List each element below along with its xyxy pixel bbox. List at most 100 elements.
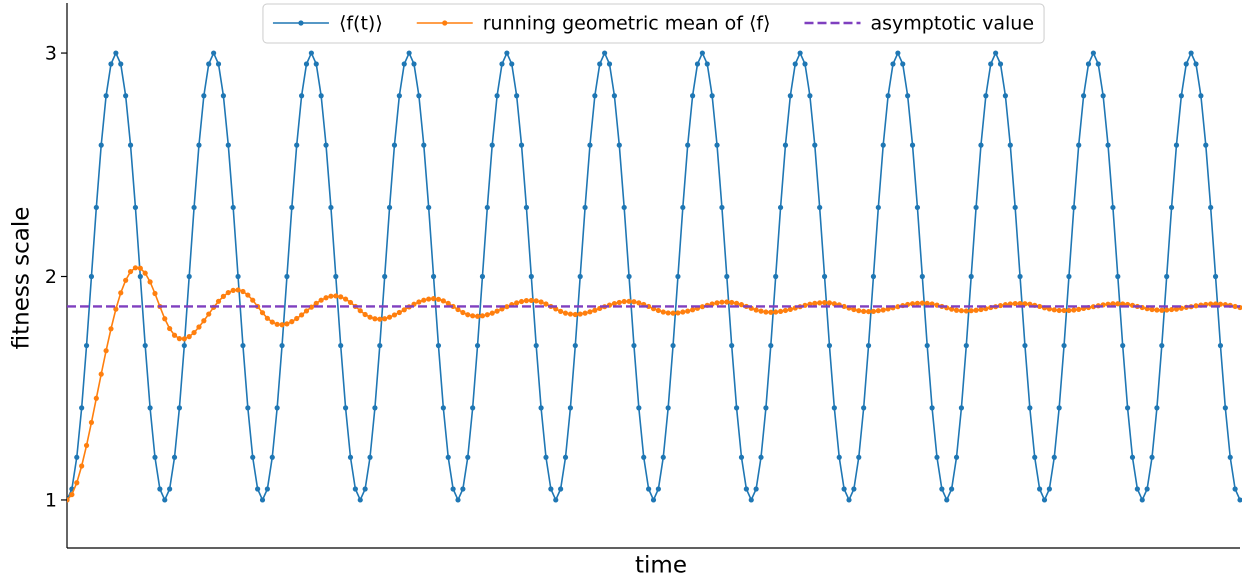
series-point	[963, 308, 969, 314]
series-point	[763, 309, 769, 315]
series-point	[137, 273, 143, 280]
series-point	[235, 287, 241, 293]
series-point	[1203, 142, 1209, 148]
series-point	[67, 497, 70, 503]
series-point	[572, 311, 578, 318]
legend-entry: running geometric mean of ⟨f⟩	[416, 13, 771, 35]
series-point	[176, 405, 183, 411]
series-point	[123, 277, 129, 283]
series-point	[626, 273, 632, 280]
series-point	[113, 306, 119, 312]
series-point	[426, 204, 432, 211]
series-line	[67, 266, 1241, 501]
series-point	[108, 326, 114, 332]
series-point	[1124, 405, 1131, 411]
series-point	[1085, 61, 1092, 67]
series-point	[294, 315, 300, 322]
series-point	[313, 61, 319, 67]
series-point	[357, 308, 363, 314]
series-point	[450, 486, 456, 492]
series-point	[973, 204, 979, 211]
series-point	[362, 486, 368, 492]
series-point	[1017, 300, 1023, 307]
series-point	[1071, 204, 1077, 211]
series-point	[709, 93, 715, 99]
series-point	[127, 268, 134, 275]
series-point	[514, 93, 520, 99]
series-point	[147, 279, 153, 285]
series-point	[1095, 61, 1101, 67]
series-point	[875, 308, 881, 314]
series-point	[142, 270, 148, 276]
series-point	[147, 405, 153, 411]
legend: ⟨f(t)⟩ running geometric mean of ⟨f⟩ asymp…	[262, 3, 1045, 44]
series-point	[191, 329, 197, 336]
series-point	[108, 61, 114, 67]
series-point	[914, 204, 921, 211]
series-point	[1066, 273, 1072, 280]
series-point	[372, 316, 378, 322]
legend-label: asymptotic value	[871, 13, 1035, 35]
series-point	[367, 454, 373, 460]
series-point	[171, 454, 178, 460]
series-point	[181, 336, 187, 342]
series-point	[1154, 405, 1160, 411]
series-point	[176, 336, 183, 342]
series-point	[690, 307, 696, 313]
series-point	[88, 273, 95, 280]
series-point	[152, 454, 158, 460]
series-point	[1183, 61, 1189, 67]
series-point	[758, 454, 764, 460]
series-point	[157, 486, 163, 492]
series-point	[738, 454, 745, 460]
series-point	[660, 454, 666, 460]
series-point	[1168, 204, 1175, 211]
series-point	[1232, 303, 1238, 310]
series-point	[738, 302, 745, 308]
series-point	[303, 61, 310, 67]
series-point	[1081, 93, 1087, 99]
series-point	[518, 142, 525, 148]
series-point	[1012, 204, 1018, 211]
series-point	[289, 204, 295, 211]
series-point	[201, 318, 207, 324]
series-point	[259, 497, 266, 503]
series-point	[729, 299, 735, 306]
series-point	[768, 342, 774, 349]
series-point	[250, 297, 256, 303]
series-point	[255, 486, 261, 492]
series-point	[817, 300, 823, 306]
series-point	[724, 273, 730, 280]
series-point	[1002, 93, 1009, 99]
series-point	[1159, 342, 1165, 349]
series-point	[729, 342, 735, 349]
series-point	[865, 308, 872, 315]
series-point	[802, 61, 808, 67]
series-point	[787, 93, 793, 99]
series-point	[352, 486, 358, 492]
series-point	[1037, 303, 1043, 310]
series-point	[1056, 405, 1062, 411]
series-point	[421, 297, 427, 303]
legend-box	[262, 3, 1045, 44]
series	[67, 265, 1242, 503]
series-point	[230, 204, 236, 211]
series-point	[616, 299, 622, 306]
series-point	[719, 204, 725, 211]
series-point	[421, 142, 427, 148]
series-point	[1105, 142, 1111, 148]
series-point	[308, 50, 314, 56]
series-point	[220, 293, 226, 299]
series-point	[308, 304, 314, 310]
series-point	[396, 93, 402, 99]
series-point	[137, 265, 143, 271]
series-point	[323, 142, 329, 148]
series-point	[1046, 486, 1052, 492]
series-point	[450, 303, 456, 310]
series-point	[328, 204, 334, 211]
series-point	[142, 342, 148, 349]
series-point	[171, 332, 178, 338]
series-point	[1168, 306, 1175, 313]
series-point	[230, 287, 236, 293]
